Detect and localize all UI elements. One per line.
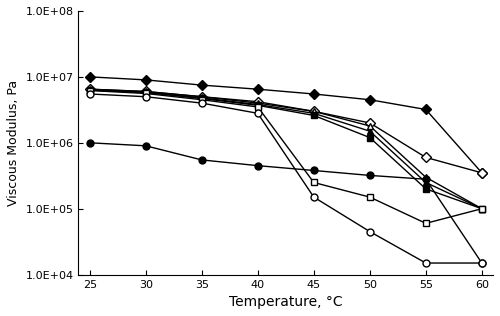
- Y-axis label: Viscous Modulus, Pa: Viscous Modulus, Pa: [7, 80, 20, 206]
- X-axis label: Temperature, °C: Temperature, °C: [229, 295, 342, 309]
